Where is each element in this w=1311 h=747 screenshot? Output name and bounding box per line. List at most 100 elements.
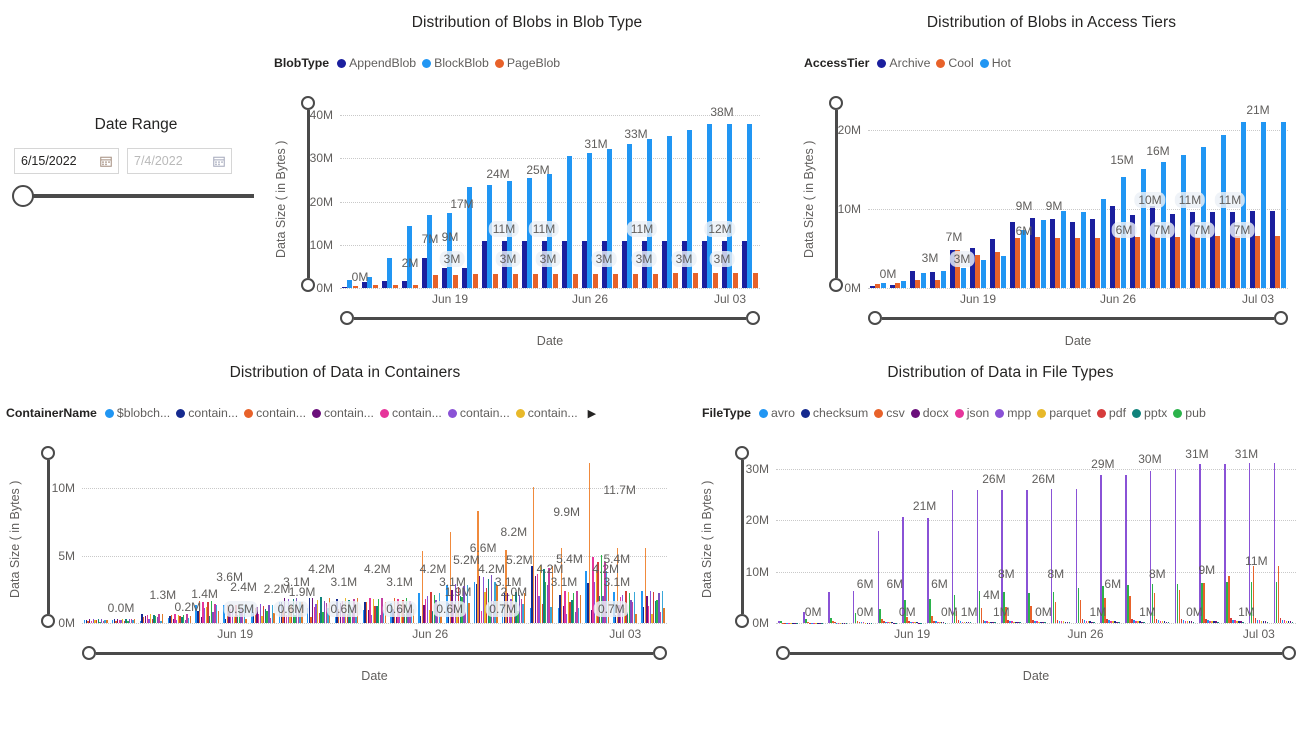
bar-container-2[interactable] [560,547,563,623]
bar-json[interactable] [837,622,840,623]
bar-blockblob[interactable] [607,148,613,288]
range-slider-handle-left[interactable] [12,185,34,207]
bar-archive[interactable] [869,285,875,288]
bar-container-9[interactable] [210,600,213,623]
bar-container-4[interactable] [257,614,260,623]
bar-container-0[interactable] [334,617,337,623]
bar-csv[interactable] [1005,606,1007,623]
x-slider-handle-left[interactable] [340,311,354,325]
y-axis-slider-containers[interactable] [40,446,56,628]
bar-container-11[interactable] [464,611,467,623]
bar-pageblob[interactable] [472,274,478,288]
bar-checksum[interactable] [1238,620,1240,623]
bar-pptx[interactable] [1266,621,1269,623]
bar-hot[interactable] [1280,121,1286,288]
bar-pdf[interactable] [1007,619,1009,623]
bar-container-6[interactable] [94,620,96,623]
bar-pptx[interactable] [1019,622,1021,623]
bar-hot[interactable] [900,280,906,288]
bar-csv[interactable] [931,615,933,623]
bar-container-11[interactable] [214,604,216,623]
bar-pub[interactable] [854,613,857,623]
x-slider-track[interactable] [354,316,746,320]
bar-container-3[interactable] [646,596,648,623]
bar-pub[interactable] [1127,584,1129,623]
bar-pub[interactable] [829,617,832,623]
y-slider-handle-bottom[interactable] [735,614,749,628]
bar-container-10[interactable] [546,584,549,623]
bar-pptx[interactable] [1068,622,1071,623]
bar-docx[interactable] [1240,621,1242,623]
bar-csv[interactable] [1252,566,1255,623]
bar-container-6[interactable] [428,609,430,623]
bar-checksum[interactable] [1287,620,1290,623]
bar-archive[interactable] [1249,211,1255,288]
bar-mpp[interactable] [927,517,929,623]
bar-archive[interactable] [1069,221,1075,288]
bar-container-13[interactable] [273,612,275,623]
bar-checksum[interactable] [1015,621,1017,623]
bar-csv[interactable] [1030,605,1032,623]
bar-docx[interactable] [1116,621,1118,623]
bar-csv[interactable] [1079,600,1082,623]
bar-container-4[interactable] [146,614,148,623]
bar-pdf[interactable] [1032,619,1034,623]
bar-parquet[interactable] [914,622,916,623]
bar-mpp[interactable] [1125,474,1127,623]
bar-archive[interactable] [909,271,915,288]
bar-docx[interactable] [1165,621,1168,623]
bar-pageblob[interactable] [352,286,358,288]
bar-container-7[interactable] [95,620,98,623]
bar-pdf[interactable] [957,620,960,623]
bar-hot[interactable] [880,283,886,288]
bar-appendblob[interactable] [521,241,527,288]
bar-json[interactable] [1060,621,1063,623]
bar-container-6[interactable] [567,592,570,623]
bar-pub[interactable] [1003,592,1005,623]
bar-pub[interactable] [929,599,931,623]
bar-container-8[interactable] [320,597,322,623]
x-slider-track[interactable] [96,651,653,655]
bar-checksum[interactable] [990,621,992,623]
bar-container-11[interactable] [381,597,383,623]
bar-container-0[interactable] [195,604,197,623]
bar-archive[interactable] [1029,218,1035,288]
bar-pptx[interactable] [1167,621,1170,623]
bar-mpp[interactable] [902,516,904,623]
bar-container-9[interactable] [572,593,575,623]
bar-container-4[interactable] [174,614,176,623]
bar-container-2[interactable] [170,615,173,623]
bar-pdf[interactable] [1279,618,1282,623]
bar-pageblob[interactable] [572,274,578,288]
bar-container-1[interactable] [475,584,478,623]
bar-container-0[interactable] [557,607,559,623]
bar-container-10[interactable] [268,605,270,623]
bar-container-8[interactable] [153,614,155,623]
bar-container-12[interactable] [355,617,357,623]
bar-container-4[interactable] [592,557,594,623]
bar-appendblob[interactable] [421,257,427,288]
bar-container-8[interactable] [376,605,378,623]
legend-item-cool[interactable]: Cool [936,56,974,70]
x-axis-slider-blob-type[interactable] [340,310,760,326]
bar-csv[interactable] [807,621,809,623]
bar-container-13[interactable] [245,618,247,623]
bar-container-4[interactable] [480,610,483,623]
bar-archive[interactable] [929,272,935,288]
bar-container-6[interactable] [539,565,542,623]
bar-json[interactable] [1135,620,1137,623]
bar-appendblob[interactable] [661,240,667,288]
bar-hot[interactable] [920,272,926,288]
bar-hot[interactable] [1260,121,1266,288]
bar-container-2[interactable] [198,601,201,623]
bar-container-7[interactable] [151,618,153,623]
bar-docx[interactable] [942,622,945,623]
bar-pptx[interactable] [1142,621,1145,623]
bar-container-3[interactable] [200,616,202,623]
bar-pageblob[interactable] [492,274,498,288]
bar-cool[interactable] [935,280,941,288]
x-slider-handle-right[interactable] [1274,311,1288,325]
bar-cool[interactable] [1195,236,1201,288]
bar-container-3[interactable] [89,619,91,623]
x-slider-handle-left[interactable] [82,646,96,660]
